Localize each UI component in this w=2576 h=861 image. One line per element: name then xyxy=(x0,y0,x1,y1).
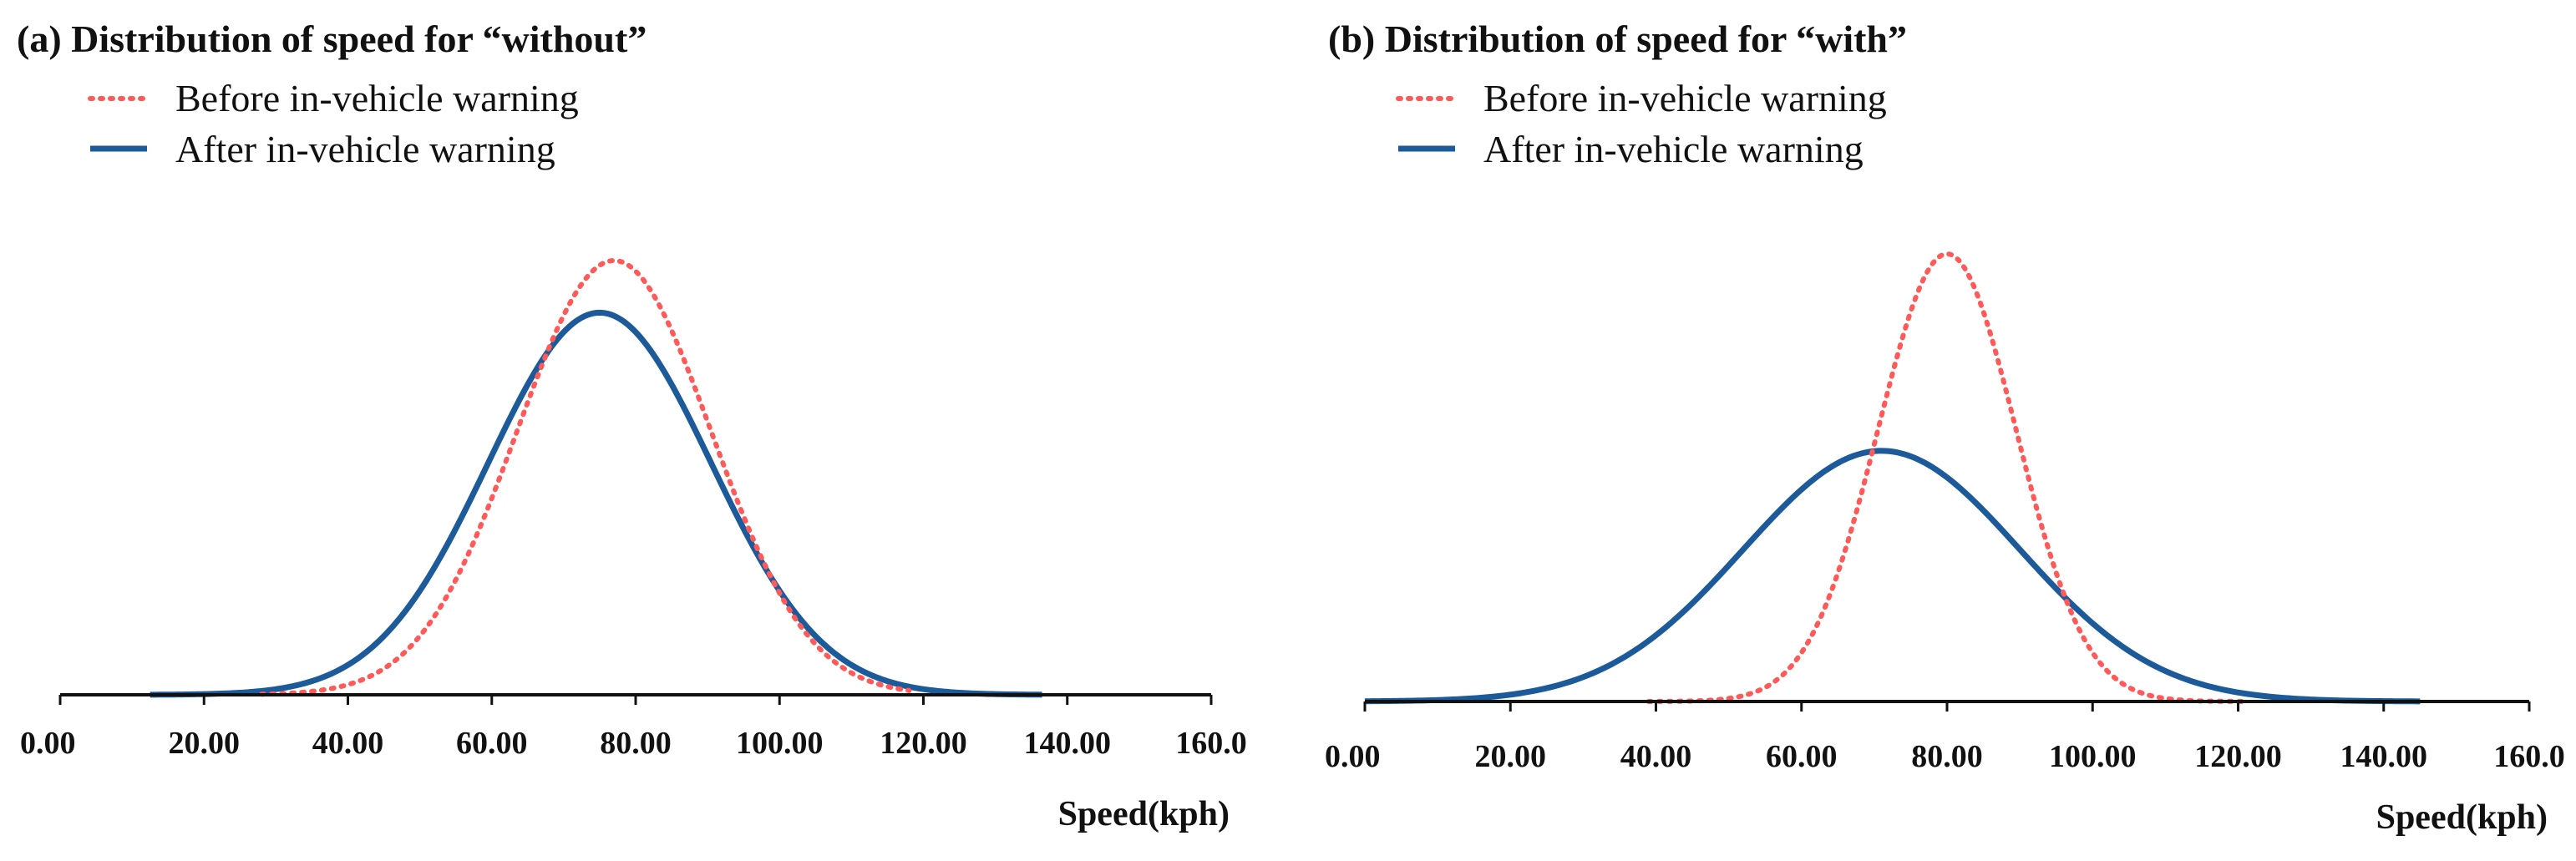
x-tick-label: 100.00 xyxy=(2049,739,2137,774)
x-axis-title: Speed(kph) xyxy=(2376,798,2548,837)
x-tick-label: 20.00 xyxy=(169,726,241,761)
chart-title: (b) Distribution of speed for “with” xyxy=(1328,18,1907,60)
x-tick-label: 60.00 xyxy=(456,726,528,761)
x-tick-label: 60.00 xyxy=(1766,739,1838,774)
x-axis-ticks: 0.00 20.00 40.00 60.00 80.00 100.00 120.00 140.… xyxy=(20,695,1247,761)
x-tick-label: 160.0 xyxy=(1175,726,1247,761)
x-tick-label: 20.00 xyxy=(1475,739,1547,774)
x-tick-label: 100.00 xyxy=(736,726,824,761)
plot-area xyxy=(1364,251,2421,705)
x-tick-label: 80.00 xyxy=(600,726,672,761)
series-after-line xyxy=(150,309,1042,698)
x-axis-ticks: 0.00 20.00 40.00 60.00 80.00 100.00 120.00 140.… xyxy=(1325,701,2565,774)
legend-label-before: Before in-vehicle warning xyxy=(175,77,579,119)
legend-label-before: Before in-vehicle warning xyxy=(1483,77,1887,119)
x-tick-label: 160.0 xyxy=(2493,739,2565,774)
x-tick-label: 140.00 xyxy=(1024,726,1112,761)
panel-b: (b) Distribution of speed for “with” Bef… xyxy=(1325,18,2565,837)
legend-label-after: After in-vehicle warning xyxy=(1483,128,1864,170)
x-tick-label: 140.00 xyxy=(2340,739,2428,774)
legend: Before in-vehicle warning After in-vehic… xyxy=(1396,77,1887,170)
x-tick-label: 40.00 xyxy=(312,726,384,761)
series-before-line xyxy=(1645,251,2249,704)
chart-title: (a) Distribution of speed for “without” xyxy=(17,18,647,60)
x-tick-label: 120.00 xyxy=(2194,739,2282,774)
x-tick-label: 0.00 xyxy=(1325,739,1381,774)
panel-a: (a) Distribution of speed for “without” … xyxy=(17,18,1247,833)
plot-area xyxy=(150,258,1042,698)
x-tick-label: 80.00 xyxy=(1911,739,1983,774)
x-tick-label: 0.00 xyxy=(20,726,76,761)
legend-label-after: After in-vehicle warning xyxy=(175,128,555,170)
x-tick-label: 40.00 xyxy=(1620,739,1692,774)
x-axis-title: Speed(kph) xyxy=(1058,795,1230,833)
series-after-line xyxy=(1364,448,2421,705)
series-before-line xyxy=(259,258,912,697)
x-tick-label: 120.00 xyxy=(880,726,967,761)
legend: Before in-vehicle warning After in-vehic… xyxy=(88,77,579,170)
